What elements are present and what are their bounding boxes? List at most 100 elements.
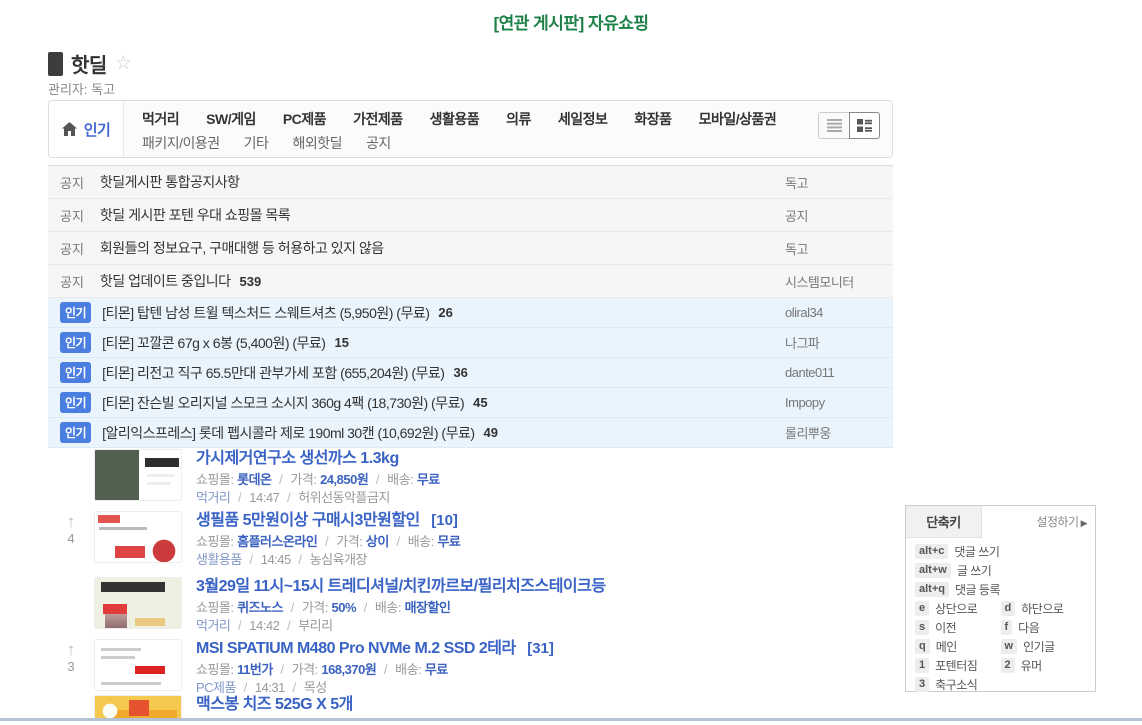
notice-title[interactable]: 회원들의 정보요구, 구매대행 등 허용하고 있지 않음 [99,240,384,256]
popular-title[interactable]: [티몬] 꼬깔콘 67g x 6봉 (5,400원) (무료) [102,334,326,351]
notice-title[interactable]: 핫딜게시판 통합공지사항 [99,174,240,190]
tab-popular[interactable]: 인기 [49,101,124,157]
popular-row[interactable]: 인기 [티몬] 리전고 직구 65.5만대 관부가세 포함 (655,204원)… [48,358,893,388]
deal-thumbnail[interactable] [94,695,182,719]
shop-value[interactable]: 홈플러스온라인 [237,534,318,549]
notice-author[interactable]: 독고 [785,175,808,191]
notice-badge: 공지 [60,175,84,191]
separator: / [290,600,295,615]
popular-author[interactable]: 나그파 [785,336,820,351]
deal-title[interactable]: 3월29일 11시~15시 트레디셔널/치킨까르보/필리치즈스테이크등 [196,578,606,595]
separator: / [286,618,291,633]
deal-title[interactable]: 맥스봉 치즈 525G X 5개 [196,696,353,713]
tab-food[interactable]: 먹거리 [142,111,180,127]
notice-badge: 공지 [60,274,84,290]
deal-thumbnail[interactable] [94,577,182,629]
shop-value[interactable]: 롯데온 [237,472,272,487]
tab-overseas[interactable]: 해외핫딜 [292,135,342,151]
board-table: 공지 핫딜게시판 통합공지사항 독고 공지 핫딜 게시판 포텐 우대 쇼핑몰 목… [48,165,893,448]
shop-value[interactable]: 11번가 [237,662,273,677]
tab-clothing[interactable]: 의류 [506,111,531,127]
shortcut-label: 댓글 등록 [954,583,1001,597]
notice-row[interactable]: 공지 핫딜게시판 통합공지사항 독고 [48,166,893,199]
tab-mobile-giftcard[interactable]: 모바일/상품권 [698,111,777,127]
tab-appliance[interactable]: 가전제품 [353,111,403,127]
popular-author[interactable]: oliral34 [785,305,823,320]
popular-author[interactable]: 롤리뿌웅 [785,426,831,441]
deal-category[interactable]: 먹거리 [196,618,231,633]
notice-title[interactable]: 핫딜 게시판 포텐 우대 쇼핑몰 목록 [99,207,291,223]
shipping-label: 배송: [407,534,435,549]
deal-title[interactable]: 가시제거연구소 생선까스 1.3kg [196,450,399,467]
key-badge: d [1000,601,1016,616]
shortcut-label: 댓글 쓰기 [954,545,1000,559]
shipping-value: 무료 [437,534,461,549]
shop-label: 쇼핑몰: [196,662,234,677]
deal-item: ↑ 4 생필품 5만원이상 구매시3만원할인 [10] 쇼핑몰: 홈플러스온라인… [48,511,893,577]
notice-author[interactable]: 독고 [785,241,808,257]
popular-author[interactable]: dante011 [785,365,835,380]
notice-row[interactable]: 공지 회원들의 정보요구, 구매대행 등 허용하고 있지 않음 독고 [48,232,893,265]
shortcut-label: 하단으로 [1021,602,1064,616]
deal-title[interactable]: 생필품 5만원이상 구매시3만원할인 [196,512,420,529]
popular-author[interactable]: Impopy [785,395,825,410]
deal-thumbnail[interactable] [94,449,182,501]
shop-value[interactable]: 퀴즈노스 [237,600,283,615]
separator: / [238,618,242,633]
notice-badge: 공지 [60,241,84,257]
shortcut-label: 축구소식 [935,678,978,692]
card-view-button[interactable] [849,112,880,139]
tab-sw-game[interactable]: SW/게임 [206,111,256,127]
favorite-star-icon[interactable]: ☆ [114,53,132,74]
board-header: 핫딜 ☆ [48,49,132,78]
related-board-title[interactable]: [연관 게시판] 자유쇼핑 [493,14,649,33]
popular-row[interactable]: 인기 [티몬] 탑텐 남성 트윌 텍스처드 스웨트셔츠 (5,950원) (무료… [48,298,893,328]
notice-row[interactable]: 공지 핫딜 게시판 포텐 우대 쇼핑몰 목록 공지 [48,199,893,232]
deal-category[interactable]: PC제품 [196,680,236,695]
popular-title[interactable]: [티몬] 잔슨빌 오리지널 스모크 소시지 360g 4팩 (18,730원) … [102,394,465,411]
list-view-button[interactable] [818,112,849,139]
popular-title[interactable]: [알리익스프레스] 롯데 펩시콜라 제로 190ml 30캔 (10,692원)… [102,424,475,441]
notice-author[interactable]: 시스템모니터 [785,274,854,290]
shortcut-settings-link[interactable]: 설정하기 ▶ [1036,513,1087,530]
upvote-icon[interactable]: ↑ [66,512,76,531]
shortcut-item: q 메인 [915,638,1001,655]
price-value: 168,370원 [321,662,377,677]
key-badge: alt+c [915,544,949,559]
popular-title[interactable]: [티몬] 리전고 직구 65.5만대 관부가세 포함 (655,204원) (무… [102,364,445,381]
deal-meta: 쇼핑몰: 롯데온 / 가격: 24,850원 / 배송: 무료 [196,472,893,488]
tab-package[interactable]: 패키지/이용권 [142,135,220,151]
vote-column [48,577,94,579]
deal-category[interactable]: 생활용품 [196,552,242,567]
notice-title[interactable]: 핫딜 업데이트 중입니다 [99,273,231,289]
deal-author[interactable]: 농심육개장 [309,552,368,567]
popular-row[interactable]: 인기 [알리익스프레스] 롯데 펩시콜라 제로 190ml 30캔 (10,69… [48,418,893,448]
deal-thumbnail[interactable] [94,639,182,691]
deal-category[interactable]: 먹거리 [196,490,231,505]
deal-title[interactable]: MSI SPATIUM M480 Pro NVMe M.2 SSD 2테라 [196,640,516,657]
upvote-icon[interactable]: ↑ [66,640,76,659]
tab-notice[interactable]: 공지 [365,135,391,151]
popular-title[interactable]: [티몬] 탑텐 남성 트윌 텍스처드 스웨트셔츠 (5,950원) (무료) [102,304,430,321]
separator: / [249,552,254,567]
popular-row[interactable]: 인기 [티몬] 잔슨빌 오리지널 스모크 소시지 360g 4팩 (18,730… [48,388,893,418]
notice-row[interactable]: 공지 핫딜 업데이트 중입니다 539 시스템모니터 [48,265,893,298]
tab-pc[interactable]: PC제품 [282,111,327,127]
shortcut-item: s 이전 [915,619,1001,636]
deal-author[interactable]: 부리리 [298,618,333,633]
notice-author[interactable]: 공지 [785,208,808,224]
deal-author[interactable]: 목성 [303,680,327,695]
tab-etc[interactable]: 기타 [243,135,269,151]
tab-living[interactable]: 생활용품 [429,111,480,127]
deal-author[interactable]: 허위선동악플금지 [298,490,390,505]
deal-cat-line: PC제품 / 14:31 / 목성 [196,680,893,696]
tab-sale-info[interactable]: 세일정보 [557,111,608,127]
popular-row[interactable]: 인기 [티몬] 꼬깔콘 67g x 6봉 (5,400원) (무료) 15 나그… [48,328,893,358]
list-view-icon [826,119,842,132]
deal-thumbnail[interactable] [94,511,182,563]
tab-cosmetics[interactable]: 화장품 [634,111,672,127]
key-badge: q [915,639,930,654]
deal-item: 3월29일 11시~15시 트레디셔널/치킨까르보/필리치즈스테이크등 쇼핑몰:… [48,577,893,639]
vote-column: ↑ 3 [48,639,94,675]
tab-popular-label: 인기 [83,121,111,139]
